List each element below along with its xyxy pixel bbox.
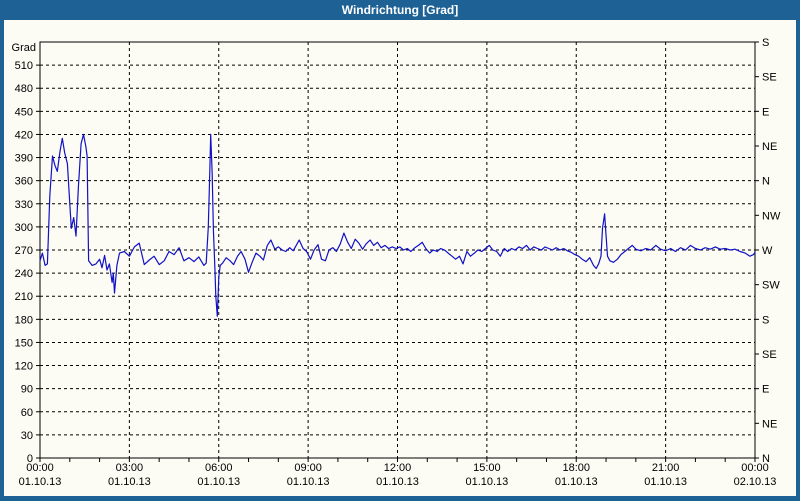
y-left-tick-label: 90 (21, 384, 33, 396)
x-tick-time-label: 21:00 (652, 462, 680, 474)
x-tick-time-label: 15:00 (473, 462, 501, 474)
y-right-compass-label: NW (762, 210, 781, 222)
y-left-tick-label: 180 (15, 314, 33, 326)
y-right-compass-label: N (762, 453, 770, 465)
y-left-tick-label: 240 (15, 268, 33, 280)
y-left-tick-label: 330 (15, 199, 33, 211)
y-right-compass-label: SW (762, 280, 780, 292)
y-right-compass-label: SE (762, 349, 777, 361)
y-right-compass-label: E (762, 106, 769, 118)
y-left-tick-label: 0 (27, 453, 33, 465)
y-right-compass-label: N (762, 176, 770, 188)
y-left-tick-label: 270 (15, 245, 33, 257)
x-tick-date-label: 01.10.13 (376, 476, 419, 488)
y-left-tick-label: 120 (15, 361, 33, 373)
chart-panel: 0 30 60 90 120 150 180 210 240 270 300 330 360 390 420… (4, 20, 796, 496)
x-tick-date-label: 01.10.13 (197, 476, 240, 488)
y-right-compass-label: SE (762, 72, 777, 84)
x-tick-date-label: 01.10.13 (108, 476, 151, 488)
x-tick-date-label: 01.10.13 (644, 476, 687, 488)
x-tick-date-label: 01.10.13 (465, 476, 508, 488)
y-left-tick-label: 510 (15, 60, 33, 72)
y-left-tick-label: 420 (15, 129, 33, 141)
y-left-tick-label: 60 (21, 407, 33, 419)
y-left-tick-label: 360 (15, 176, 33, 188)
y-left-tick-label: 150 (15, 337, 33, 349)
y-right-compass-label: S (762, 37, 769, 49)
x-tick-time-label: 18:00 (562, 462, 590, 474)
y-right-compass-label: E (762, 384, 769, 396)
x-tick-date-label: 01.10.13 (555, 476, 598, 488)
y-right-compass-label: S (762, 314, 769, 326)
y-left-tick-label: 450 (15, 106, 33, 118)
x-tick-time-label: 03:00 (116, 462, 144, 474)
x-tick-time-label: 09:00 (294, 462, 322, 474)
x-tick-time-label: 06:00 (205, 462, 233, 474)
y-axis-unit-label: Grad (12, 42, 36, 54)
x-tick-date-label: 01.10.13 (287, 476, 330, 488)
x-tick-date-label: 02.10.13 (734, 476, 777, 488)
y-right-compass-label: W (762, 245, 773, 257)
x-tick-date-label: 01.10.13 (19, 476, 62, 488)
y-left-tick-label: 30 (21, 430, 33, 442)
window-title: Windrichtung [Grad] (341, 3, 459, 17)
x-tick-time-label: 00:00 (26, 462, 54, 474)
y-right-compass-label: NE (762, 418, 777, 430)
plot-border (39, 41, 756, 459)
wind-direction-chart: 0 30 60 90 120 150 180 210 240 270 300 330 360 390 420… (12, 37, 781, 488)
y-left-tick-label: 390 (15, 153, 33, 165)
x-tick-time-label: 00:00 (741, 462, 769, 474)
window-title-bar: Windrichtung [Grad] (0, 0, 800, 20)
y-left-tick-label: 480 (15, 83, 33, 95)
y-left-tick-label: 210 (15, 291, 33, 303)
y-left-tick-label: 300 (15, 222, 33, 234)
y-right-compass-label: NE (762, 141, 777, 153)
x-tick-time-label: 12:00 (384, 462, 412, 474)
wind-direction-series-line (39, 133, 756, 317)
